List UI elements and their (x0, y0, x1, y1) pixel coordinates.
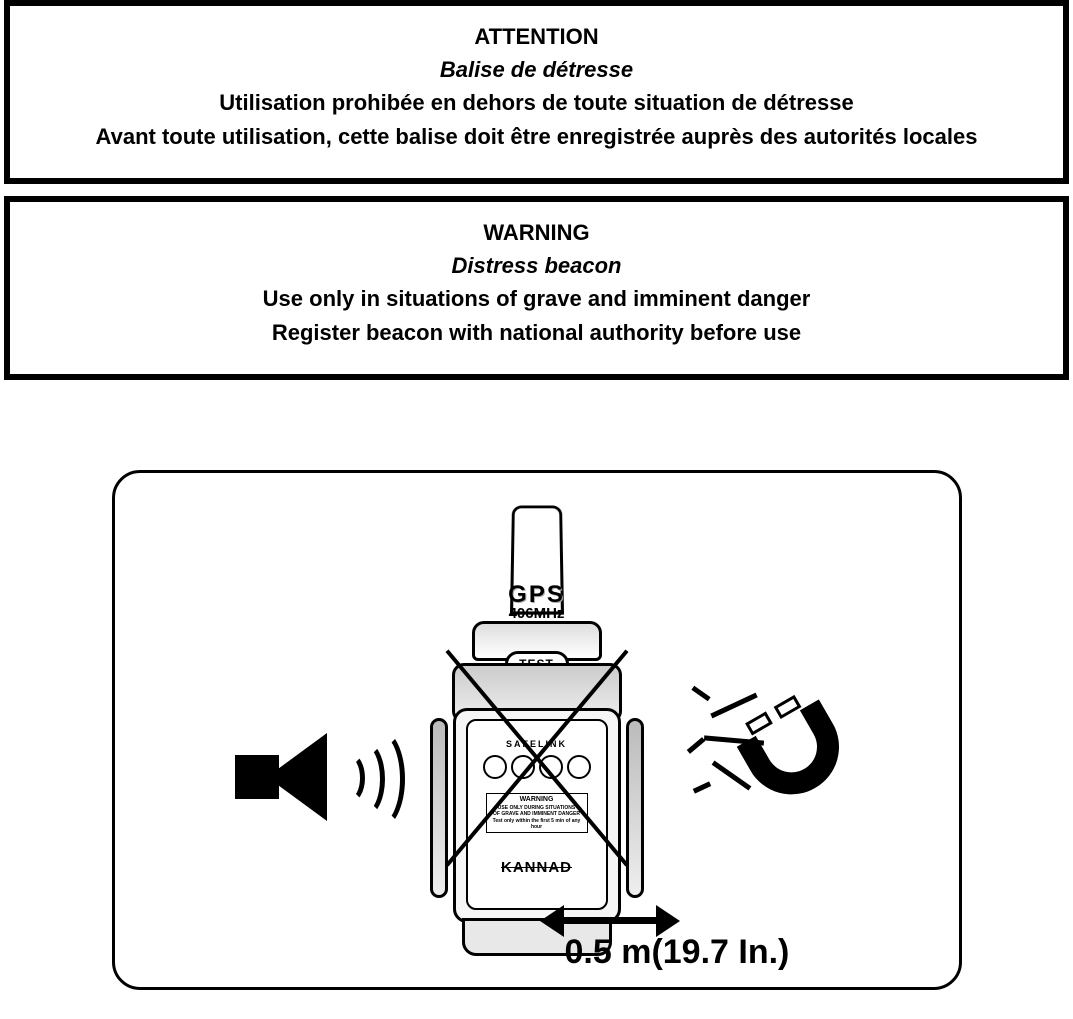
attention-title-fr: ATTENTION (20, 20, 1053, 53)
spark-icon (691, 686, 710, 702)
speaker-cone-icon (267, 733, 327, 821)
instruction-icon (511, 755, 535, 779)
warning-box-en: WARNING Distress beacon Use only in situ… (4, 196, 1069, 380)
device-warning-line: Test only within the first 5 min of any … (488, 818, 586, 831)
device-warning-label: WARNING USE ONLY DURING SITUATIONS OF GR… (486, 793, 588, 833)
warning-subtitle-en: Distress beacon (20, 249, 1053, 282)
instruction-icon (539, 755, 563, 779)
spark-icon (686, 738, 705, 755)
instruction-icon (567, 755, 591, 779)
spark-icon (692, 782, 710, 794)
attention-line1-fr: Utilisation prohibée en dehors de toute … (20, 86, 1053, 120)
freq-text: 406MHz (508, 605, 565, 622)
warning-line1-en: Use only in situations of grave and immi… (20, 282, 1053, 316)
device-grip-right (626, 718, 644, 898)
magnet-icon (736, 700, 856, 812)
distance-label: 0.5 m(19.7 In.) (565, 933, 790, 972)
magnet-pole-icon (745, 712, 773, 736)
magnet-body-icon (736, 700, 856, 812)
distance-arrow-icon (540, 905, 680, 935)
instruction-icon (483, 755, 507, 779)
attention-box-fr: ATTENTION Balise de détresse Utilisation… (4, 0, 1069, 184)
device-grip-left (430, 718, 448, 898)
warning-line2-en: Register beacon with national authority … (20, 316, 1053, 350)
spark-icon (710, 693, 757, 719)
kannad-brand-text: KANNAD (468, 859, 606, 876)
instruction-icons-row (468, 755, 606, 779)
magnet-pole-icon (773, 695, 801, 719)
figure-container: GPS 406MHz TEST SAFELINK WAR (4, 470, 1069, 990)
device-body-inner: SAFELINK WARNING USE ONLY DURING SITUATI… (466, 719, 608, 910)
attention-line2-fr: Avant toute utilisation, cette balise do… (20, 120, 1053, 154)
arrow-shaft (554, 917, 666, 924)
figure-frame: GPS 406MHz TEST SAFELINK WAR (112, 470, 962, 990)
device-warning-title: WARNING (488, 796, 586, 805)
gps-label-group: GPS 406MHz (508, 581, 565, 622)
device-body: SAFELINK WARNING USE ONLY DURING SITUATI… (453, 708, 621, 923)
sound-wave-icon (355, 729, 405, 829)
attention-subtitle-fr: Balise de détresse (20, 53, 1053, 86)
spark-icon (711, 761, 751, 791)
safelink-brand-text: SAFELINK (468, 739, 606, 749)
warning-title-en: WARNING (20, 216, 1053, 249)
